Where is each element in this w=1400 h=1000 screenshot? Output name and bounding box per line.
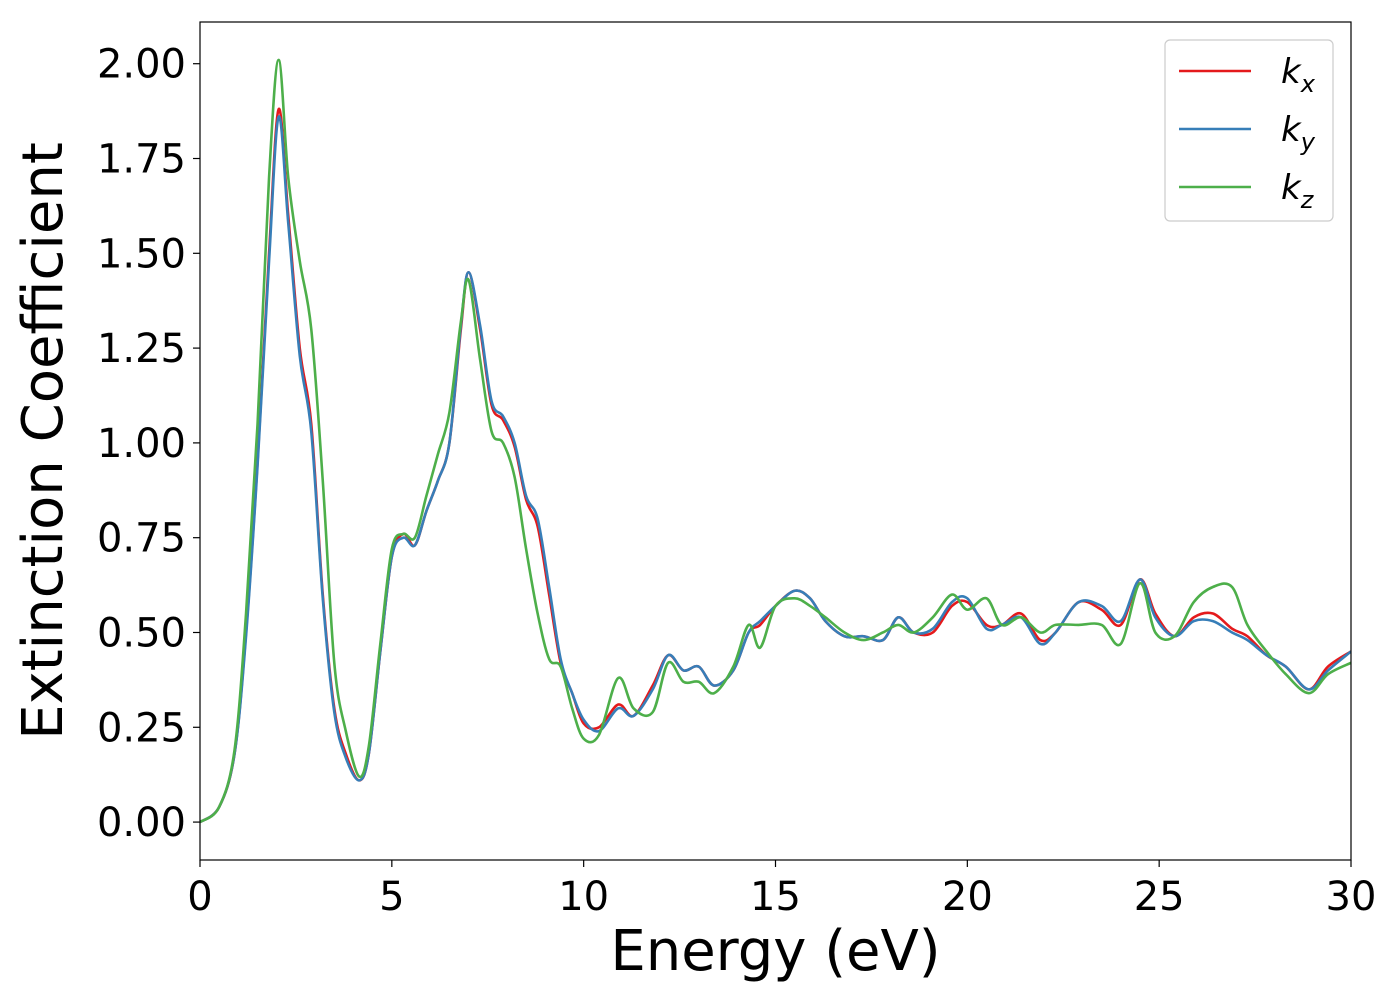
y-tick-label: 0.50	[97, 610, 186, 656]
legend: kx ky kz	[1164, 39, 1334, 222]
y-tick-label: 0.75	[97, 516, 186, 562]
y-tick-label: 1.50	[97, 231, 186, 277]
y-axis-ticks: 0.00 0.25 0.50 0.75 1.00 1.25 1.50 1.75 2.00	[97, 42, 200, 846]
y-tick-label: 1.00	[97, 421, 186, 467]
y-axis-title: Extinction Coefficient	[11, 142, 76, 740]
legend-label-ky: ky	[1281, 110, 1316, 156]
legend-label-kz: kz	[1281, 168, 1315, 214]
x-tick-label: 30	[1326, 874, 1377, 920]
x-axis-title: Energy (eV)	[610, 919, 940, 984]
x-tick-label: 20	[942, 874, 993, 920]
legend-label-kx: kx	[1281, 52, 1316, 98]
y-tick-label: 1.25	[97, 326, 186, 372]
series-line-ky	[200, 115, 1351, 824]
series-lines	[200, 58, 1351, 824]
x-tick-label: 5	[379, 874, 404, 920]
x-tick-label: 25	[1134, 874, 1185, 920]
x-tick-label: 0	[187, 874, 212, 920]
y-tick-label: 0.00	[97, 800, 186, 846]
x-tick-label: 15	[750, 874, 801, 920]
y-tick-label: 1.75	[97, 137, 186, 183]
legend-entries: kx ky kz	[1179, 52, 1316, 214]
x-axis-ticks: 0 5 10 15 20 25 30	[187, 860, 1376, 920]
y-tick-label: 2.00	[97, 42, 186, 88]
series-line-kz	[200, 58, 1351, 824]
y-tick-label: 0.25	[97, 705, 186, 751]
x-tick-label: 10	[558, 874, 609, 920]
legend-box	[1164, 39, 1334, 222]
